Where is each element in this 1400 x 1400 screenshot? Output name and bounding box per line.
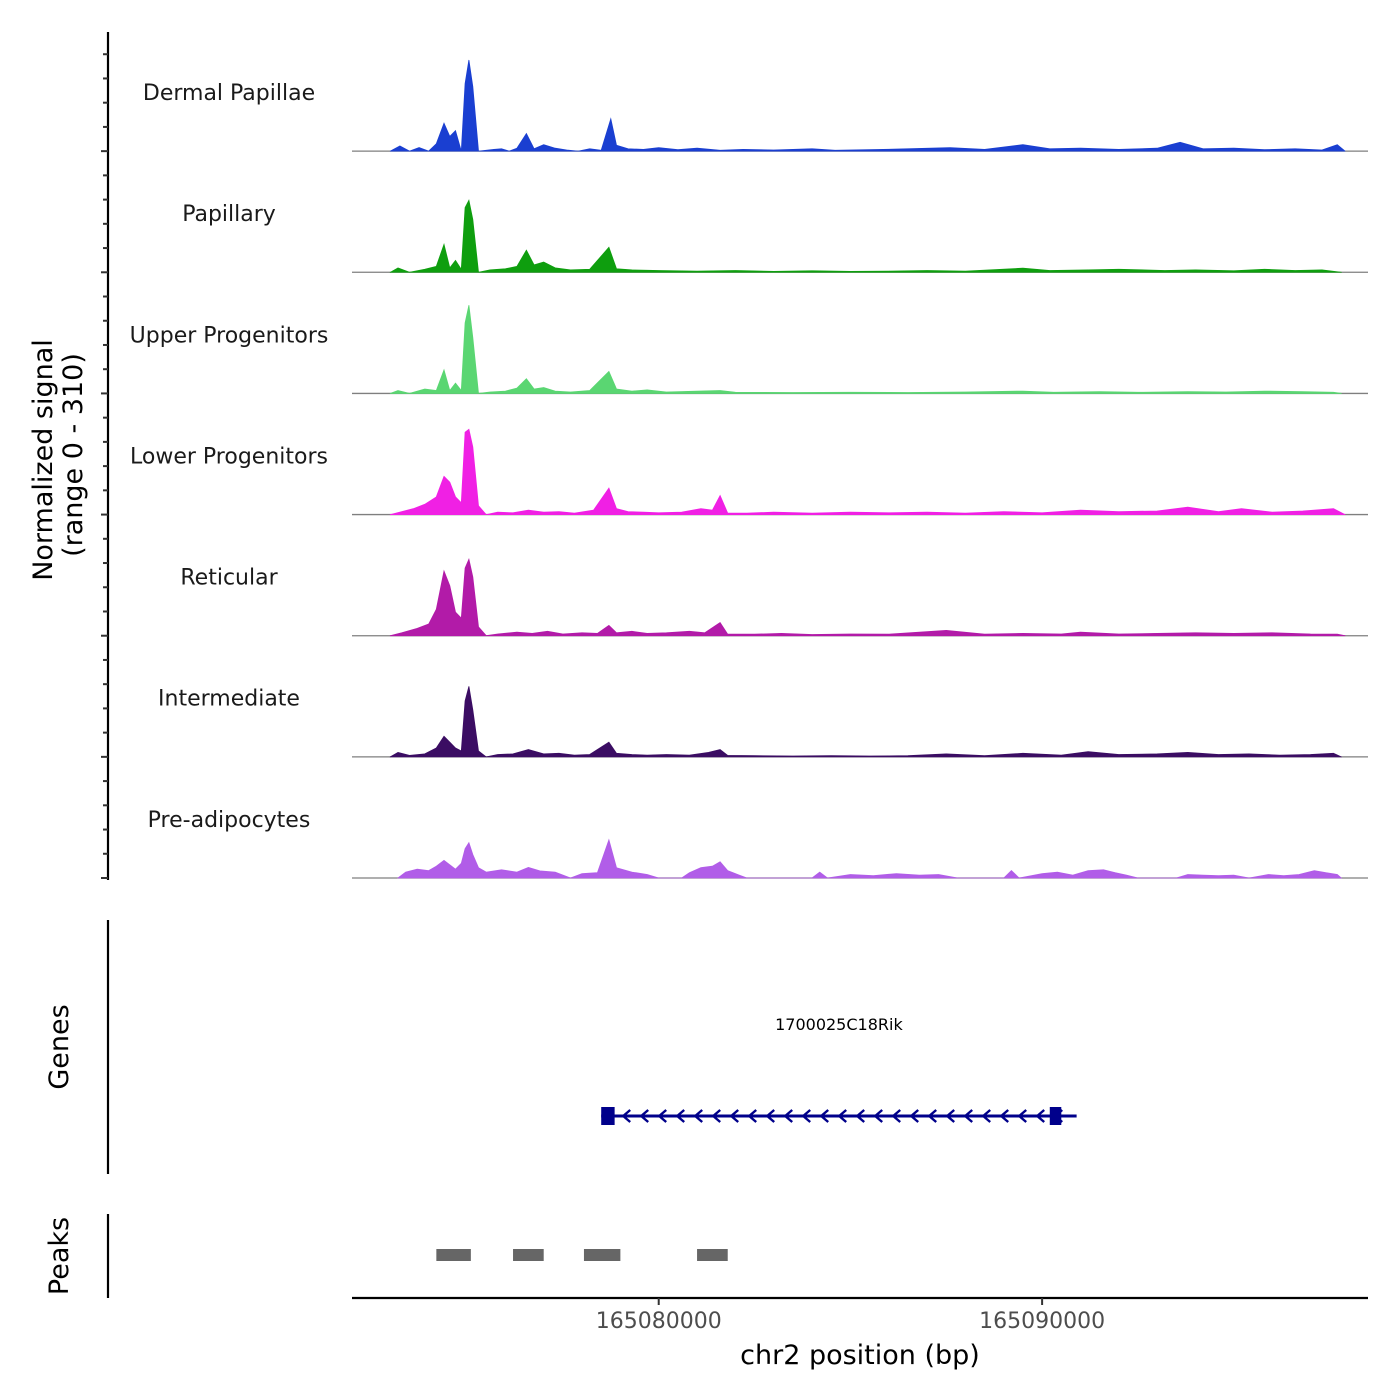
track-dermal-papillae: Dermal Papillae	[143, 59, 1368, 152]
peak-regions	[436, 1249, 728, 1261]
coverage-y-axis-title: Normalized signal	[28, 339, 59, 581]
peak	[583, 1249, 621, 1261]
strand-chevron	[963, 1109, 973, 1123]
coverage-area	[389, 686, 1342, 758]
coverage-area	[389, 428, 1346, 516]
coverage-range-label: (range 0 - 310)	[58, 353, 89, 557]
strand-chevron	[999, 1109, 1009, 1123]
strand-chevron	[819, 1109, 829, 1123]
strand-chevron	[927, 1109, 937, 1123]
strand-chevron	[621, 1109, 631, 1123]
gene-1700025c18rik: 1700025C18Rik	[601, 1015, 1077, 1125]
strand-chevron	[675, 1109, 685, 1123]
coverage-area	[389, 305, 1342, 394]
track-papillary: Papillary	[182, 199, 1368, 273]
strand-chevron	[783, 1109, 793, 1123]
strand-chevron	[837, 1109, 847, 1123]
strand-chevron	[909, 1109, 919, 1123]
track-label: Reticular	[180, 566, 278, 591]
strand-chevron	[945, 1109, 955, 1123]
peak	[697, 1249, 728, 1261]
peak	[513, 1249, 544, 1261]
strand-chevron	[639, 1109, 649, 1123]
x-axis-ticks: 165080000 165090000	[596, 1298, 1105, 1334]
track-label: Dermal Papillae	[143, 81, 315, 106]
track-pre-adipocytes: Pre-adipocytes	[148, 808, 1368, 879]
track-intermediate: Intermediate	[158, 686, 1368, 758]
peaks-axis-title: Peaks	[44, 1217, 75, 1295]
x-axis-title: chr2 position (bp)	[740, 1340, 980, 1371]
strand-chevron	[873, 1109, 883, 1123]
gene-annotations: 1700025C18Rik	[601, 1015, 1077, 1125]
track-label: Upper Progenitors	[130, 323, 329, 348]
strand-chevron	[801, 1109, 811, 1123]
exon	[1049, 1107, 1062, 1125]
strand-chevron	[765, 1109, 775, 1123]
track-label: Pre-adipocytes	[148, 808, 311, 833]
coverage-axis-ticks	[101, 53, 108, 879]
strand-chevron	[855, 1109, 865, 1123]
exon	[601, 1107, 615, 1125]
coverage-tracks: Dermal Papillae Papillary Upper Progenitor…	[130, 59, 1368, 879]
strand-chevron	[729, 1109, 739, 1123]
x-tick-label: 165090000	[979, 1309, 1105, 1334]
strand-chevron	[693, 1109, 703, 1123]
strand-chevron	[891, 1109, 901, 1123]
track-reticular: Reticular	[180, 558, 1368, 637]
track-label: Intermediate	[158, 687, 300, 712]
genes-axis-title: Genes	[44, 1004, 75, 1089]
strand-chevron	[1035, 1109, 1045, 1123]
strand-chevron	[711, 1109, 721, 1123]
gene-label: 1700025C18Rik	[775, 1015, 903, 1034]
strand-chevron	[747, 1109, 757, 1123]
peak	[436, 1249, 471, 1261]
strand-chevron	[1017, 1109, 1027, 1123]
x-tick-label: 165080000	[596, 1309, 722, 1334]
coverage-y-axis	[101, 32, 110, 880]
track-label: Papillary	[182, 202, 276, 227]
track-upper-progenitors: Upper Progenitors	[130, 305, 1368, 395]
coverage-area	[389, 558, 1346, 637]
coverage-area	[396, 838, 1343, 879]
strand-chevron	[657, 1109, 667, 1123]
track-lower-progenitors: Lower Progenitors	[130, 428, 1368, 516]
coverage-area	[389, 59, 1346, 152]
coverage-area	[389, 199, 1342, 273]
strand-chevron	[981, 1109, 991, 1123]
track-label: Lower Progenitors	[130, 444, 328, 469]
